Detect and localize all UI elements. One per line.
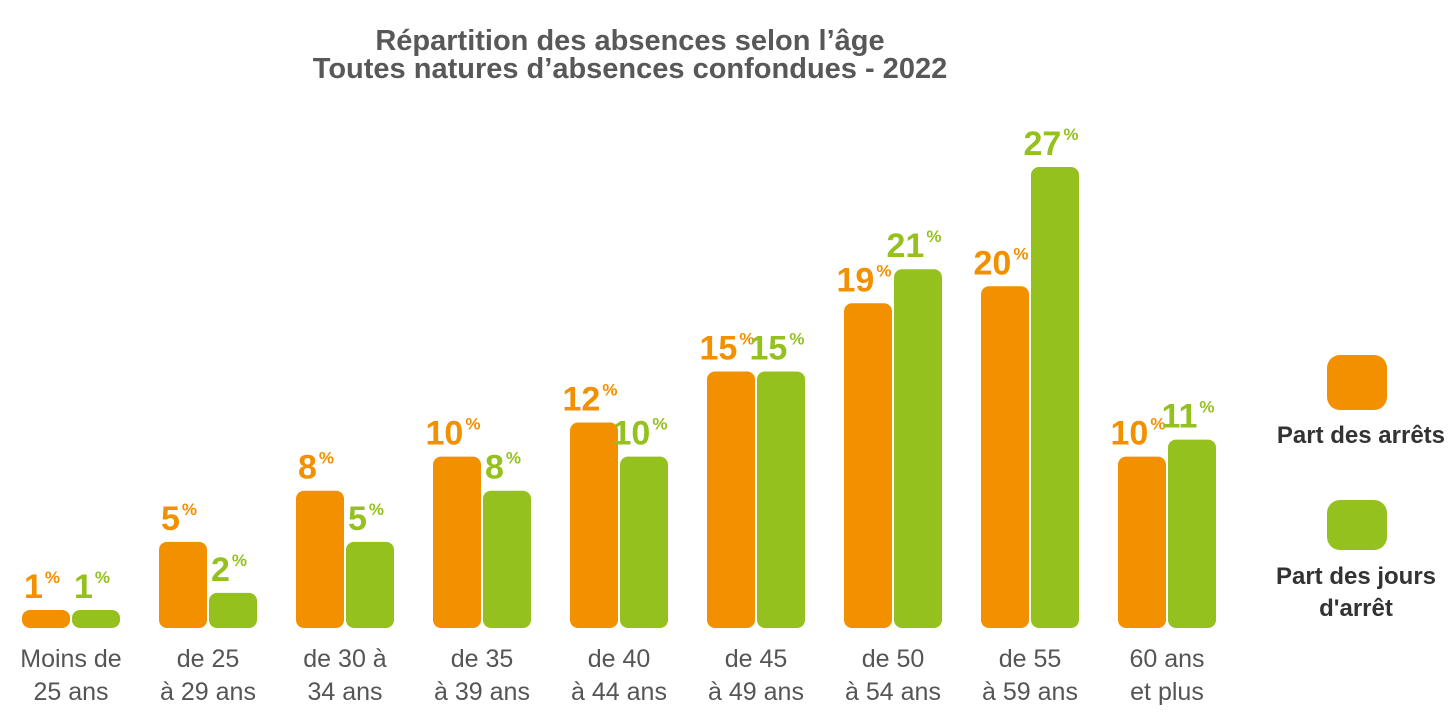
bar bbox=[346, 541, 394, 628]
value-label: 20% bbox=[974, 244, 1029, 282]
value-label: 12% bbox=[563, 381, 618, 419]
value-label: 1% bbox=[74, 568, 110, 606]
value-label: 8% bbox=[485, 449, 521, 487]
bar bbox=[757, 371, 805, 628]
value-label: 10% bbox=[426, 415, 481, 453]
bar bbox=[22, 609, 70, 628]
bar bbox=[844, 303, 892, 628]
legend-swatch bbox=[1327, 500, 1387, 550]
bar bbox=[1168, 439, 1216, 628]
x-tick-label: 60 ans et plus bbox=[1129, 645, 1204, 706]
value-label: 5% bbox=[161, 500, 197, 538]
x-tick-label: de 25 à 29 ans bbox=[160, 645, 256, 706]
value-label: 19% bbox=[837, 261, 892, 299]
x-tick-label: de 55 à 59 ans bbox=[982, 645, 1078, 706]
x-tick-label: de 35 à 39 ans bbox=[434, 645, 530, 706]
legend-swatch bbox=[1327, 355, 1387, 410]
bar bbox=[209, 592, 257, 628]
x-tick-label: de 30 à 34 ans bbox=[303, 645, 387, 706]
x-tick-label: Moins de 25 ans bbox=[20, 645, 121, 706]
bar bbox=[1031, 167, 1079, 628]
bar bbox=[483, 490, 531, 628]
bar bbox=[433, 456, 481, 628]
value-label: 15% bbox=[700, 329, 755, 367]
chart-title: Répartition des absences selon l’âge bbox=[375, 25, 884, 57]
chart-subtitle: Toutes natures d’absences confondues - 2… bbox=[313, 53, 947, 85]
value-label: 10% bbox=[613, 415, 668, 453]
bar bbox=[159, 541, 207, 628]
bar bbox=[296, 490, 344, 628]
bar bbox=[1118, 456, 1166, 628]
legend-label: Part des arrêts bbox=[1277, 422, 1445, 449]
bar bbox=[570, 422, 618, 628]
value-label: 1% bbox=[24, 568, 60, 606]
value-label: 21% bbox=[887, 227, 942, 265]
value-label: 2% bbox=[211, 551, 247, 589]
x-tick-label: de 50 à 54 ans bbox=[845, 645, 941, 706]
bar bbox=[620, 456, 668, 628]
bar bbox=[894, 269, 942, 628]
bar bbox=[981, 286, 1029, 628]
value-label: 8% bbox=[298, 449, 334, 487]
x-tick-label: de 45 à 49 ans bbox=[708, 645, 804, 706]
legend-label: Part des jours d'arrêt bbox=[1276, 563, 1436, 622]
value-label: 11% bbox=[1161, 398, 1214, 436]
x-tick-label: de 40 à 44 ans bbox=[571, 645, 667, 706]
bar bbox=[707, 371, 755, 628]
value-label: 5% bbox=[348, 500, 384, 538]
value-label: 10% bbox=[1111, 415, 1166, 453]
value-label: 27% bbox=[1024, 125, 1079, 163]
value-label: 15% bbox=[750, 329, 805, 367]
bar bbox=[72, 609, 120, 628]
